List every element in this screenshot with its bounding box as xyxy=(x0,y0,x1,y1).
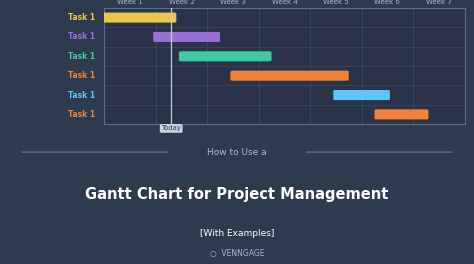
Text: Week 7: Week 7 xyxy=(426,0,452,5)
FancyBboxPatch shape xyxy=(333,90,390,100)
Text: [With Examples]: [With Examples] xyxy=(200,229,274,238)
Text: Task 1: Task 1 xyxy=(68,32,95,41)
FancyBboxPatch shape xyxy=(179,51,272,61)
Text: ○  VENNGAGE: ○ VENNGAGE xyxy=(210,249,264,258)
Text: Gantt Chart for Project Management: Gantt Chart for Project Management xyxy=(85,187,389,201)
Text: How to Use a: How to Use a xyxy=(207,148,267,157)
FancyBboxPatch shape xyxy=(102,13,176,23)
Text: Task 1: Task 1 xyxy=(68,52,95,61)
Text: Week 5: Week 5 xyxy=(323,0,349,5)
Text: Task 1: Task 1 xyxy=(68,71,95,80)
Text: Week 3: Week 3 xyxy=(220,0,246,5)
FancyBboxPatch shape xyxy=(230,71,349,81)
Text: Week 1: Week 1 xyxy=(117,0,143,5)
Text: Today: Today xyxy=(161,125,181,131)
Text: Week 4: Week 4 xyxy=(272,0,297,5)
FancyBboxPatch shape xyxy=(153,32,220,42)
Text: Week 6: Week 6 xyxy=(374,0,400,5)
FancyBboxPatch shape xyxy=(374,109,428,119)
Text: Task 1: Task 1 xyxy=(68,91,95,100)
Text: Task 1: Task 1 xyxy=(68,110,95,119)
Text: Task 1: Task 1 xyxy=(68,13,95,22)
Text: Week 2: Week 2 xyxy=(169,0,194,5)
